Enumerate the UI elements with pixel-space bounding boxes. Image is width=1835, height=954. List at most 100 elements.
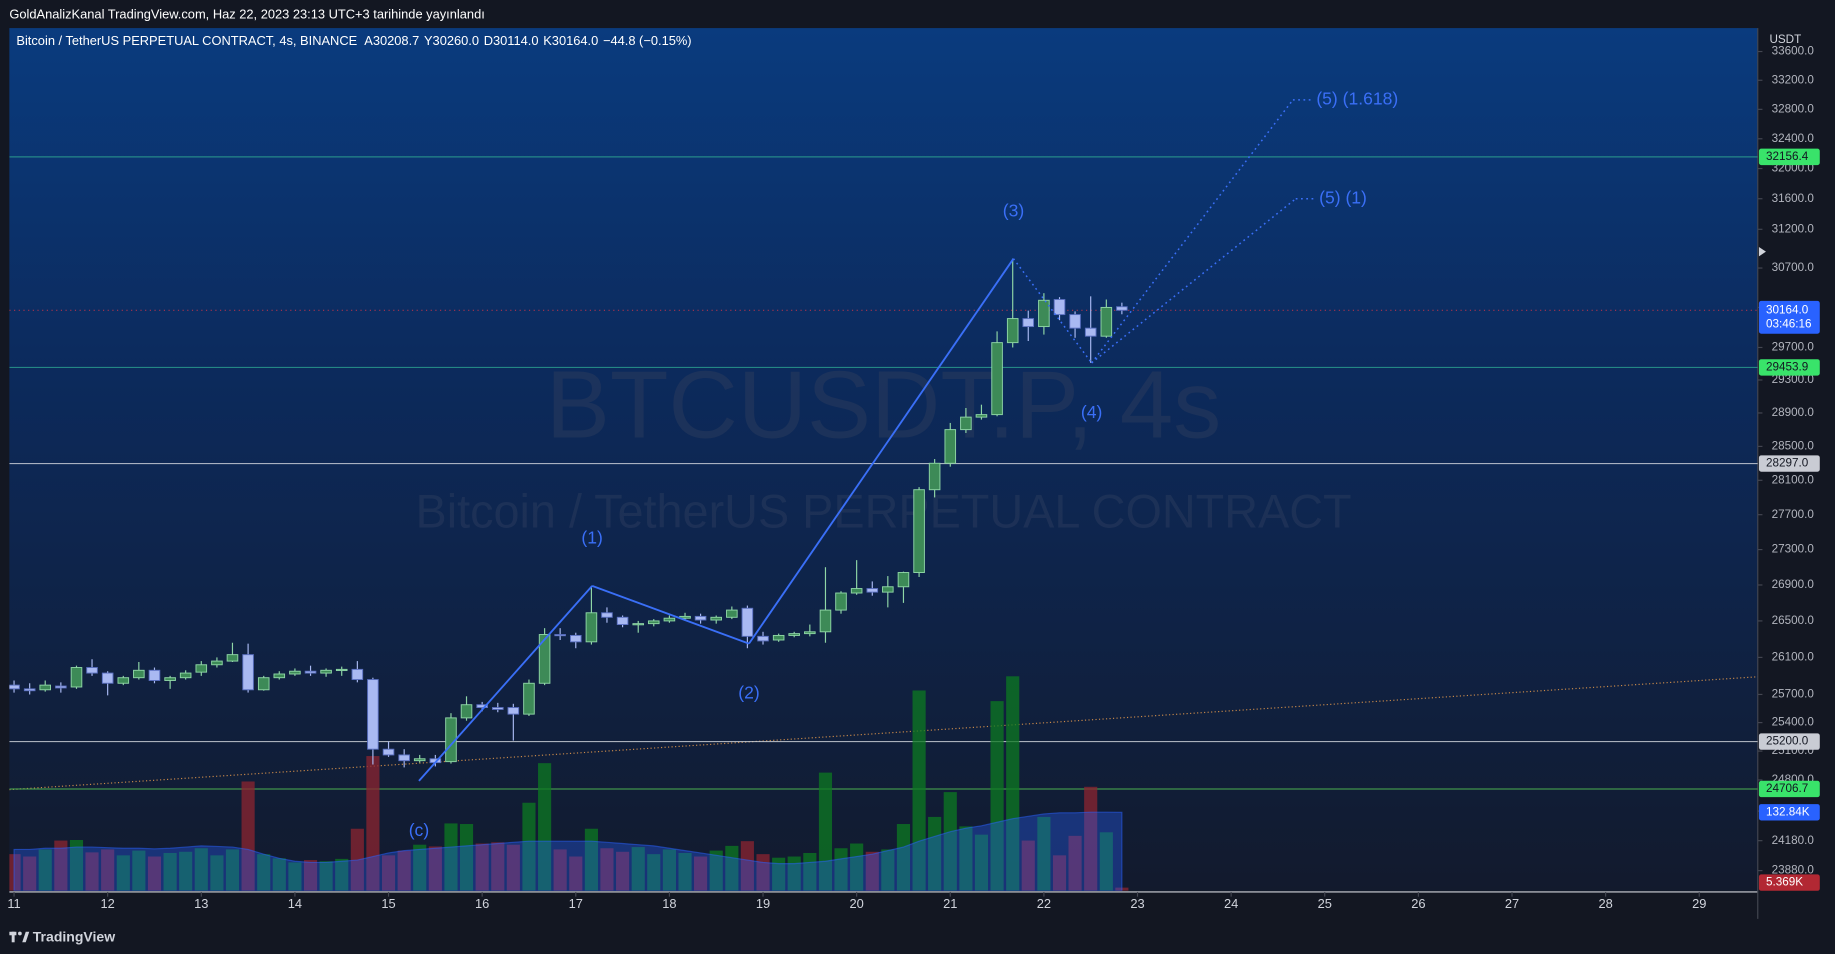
candle-body	[117, 677, 130, 684]
level-tag-label: 25200.0	[1766, 735, 1809, 748]
volume-bar	[678, 852, 692, 891]
ohlc-value: Y30260.0	[424, 34, 479, 49]
price-tag-bg	[1758, 300, 1820, 334]
volume-bar	[1099, 832, 1113, 891]
volume-ma-area	[13, 811, 1123, 891]
candle-body	[226, 654, 239, 662]
candle-body	[569, 634, 582, 643]
volume-bar	[1021, 840, 1035, 891]
candle-body	[726, 609, 738, 618]
candle-body	[101, 672, 114, 684]
x-tick-label: 11	[7, 896, 20, 911]
volume-bar	[54, 840, 68, 891]
level-tag-bg	[1758, 780, 1820, 798]
candle-body	[257, 677, 270, 691]
x-tick-label: 16	[475, 896, 489, 911]
logo-part	[11, 931, 15, 943]
y-tick-label: 32400.0	[1772, 132, 1815, 145]
x-tick-label: 24	[1224, 896, 1238, 911]
candle-body	[23, 688, 36, 692]
volume-bar	[23, 856, 37, 891]
brand-logo	[9, 931, 30, 943]
level-tag-label: 29453.9	[1766, 361, 1808, 374]
candle-body	[913, 489, 925, 573]
x-tick-label: 25	[1318, 896, 1332, 911]
y-tick-label: 31600.0	[1772, 192, 1815, 205]
level-tag-bg	[1758, 359, 1820, 376]
candle-body	[351, 668, 364, 681]
volume-bar	[116, 855, 130, 891]
x-tick-label: 29	[1692, 896, 1706, 911]
y-tick-label: 27300.0	[1772, 543, 1815, 556]
plot	[9, 99, 1758, 891]
y-tick-label: 33600.0	[1772, 45, 1815, 58]
level-tag-bg	[1758, 733, 1820, 750]
logo-part	[22, 931, 30, 943]
candle-body	[242, 654, 254, 691]
candle-body	[523, 682, 535, 715]
candle-body	[1100, 306, 1113, 337]
y-tick-label: 32800.0	[1772, 102, 1815, 115]
candle-body	[788, 633, 800, 636]
volume-bar	[506, 844, 520, 891]
candle-body	[476, 704, 488, 709]
level-tag-label: 32156.4	[1766, 150, 1809, 163]
wave-label: (2)	[738, 683, 759, 703]
candle-body	[133, 669, 145, 679]
legend: Bitcoin / TetherUS PERPETUAL CONTRACT, 4…	[16, 34, 691, 49]
wave-segment	[418, 585, 593, 782]
volume-bar	[1006, 676, 1020, 891]
candle-body	[507, 707, 520, 715]
volume-bar	[491, 842, 505, 891]
price-tag-countdown: 03:46:16	[1766, 317, 1811, 330]
level-tag-label: 28297.0	[1766, 457, 1809, 470]
volume-ma-tag-label: 132.84K	[1766, 805, 1810, 818]
x-tick-label: 15	[381, 896, 395, 911]
candle-body	[928, 462, 941, 491]
candle-body	[148, 669, 161, 681]
candle-body	[944, 429, 957, 464]
candle-body	[554, 634, 566, 637]
volume-bar	[288, 862, 302, 891]
candle-body	[398, 754, 410, 762]
price-tag: 30164.003:46:16	[1758, 300, 1820, 334]
y-tick-label: 24180.0	[1772, 834, 1815, 847]
volume-bar	[163, 852, 177, 891]
volume-bar	[210, 855, 224, 891]
candle-body	[273, 673, 286, 679]
level-tag-label: 24706.7	[1766, 782, 1808, 795]
wave-projection	[1091, 198, 1297, 364]
candle-body	[460, 704, 473, 719]
volume-bar	[428, 846, 442, 891]
trend-line	[9, 676, 1758, 791]
volume-bar	[522, 802, 536, 891]
ohlc-value: D30114.0	[484, 34, 539, 49]
volume-bar	[616, 851, 630, 891]
x-tick-label: 28	[1598, 896, 1612, 911]
volume-bar	[600, 848, 614, 891]
volume-bar	[179, 851, 193, 891]
candle-body	[647, 620, 660, 625]
candle-body	[866, 588, 879, 593]
x-tick-label: 26	[1411, 896, 1425, 911]
candle-body	[710, 616, 722, 621]
candle-body	[179, 672, 192, 679]
wave-segment	[591, 584, 750, 645]
volume-bar	[865, 851, 879, 891]
candle-body	[585, 612, 598, 643]
candle-body	[897, 572, 910, 588]
candle-body	[86, 667, 98, 674]
level-tag: 25200.0	[1758, 733, 1820, 750]
volume-bar	[974, 834, 989, 891]
volume-bar	[38, 849, 52, 891]
volume-bar	[943, 792, 957, 891]
candle-body	[804, 631, 816, 635]
y-tick-label: 31200.0	[1772, 222, 1815, 235]
volume-bar	[444, 823, 458, 891]
candle-body	[694, 615, 707, 621]
candle-body	[320, 669, 332, 674]
scale-marker	[1758, 246, 1766, 257]
level-tag: 29453.9	[1758, 359, 1820, 376]
